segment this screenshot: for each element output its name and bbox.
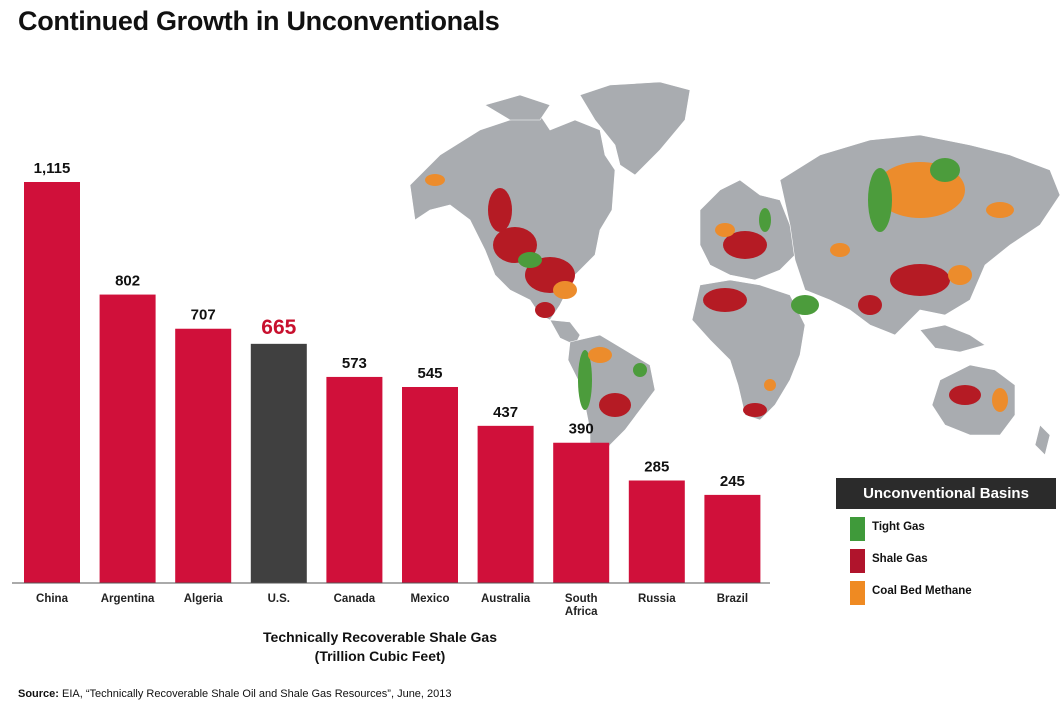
basin-us-cbm (553, 281, 577, 299)
bar-us (250, 343, 307, 583)
page-title: Continued Growth in Unconventionals (18, 6, 500, 36)
bar-value-label: 390 (569, 421, 594, 438)
basin-australia-shale (949, 385, 981, 405)
bar-value-label: 1,115 (34, 160, 71, 177)
legend-label-shale-gas: Shale Gas (872, 553, 928, 565)
basin-russia-tight-2 (930, 158, 960, 182)
x-tick-label: Canada (334, 593, 376, 605)
basin-china-shale (890, 264, 950, 296)
map-arctic-islands (484, 94, 551, 121)
bar-value-label: 573 (342, 355, 367, 372)
basin-arabia-tight (791, 295, 819, 315)
basin-argentina-shale (599, 393, 631, 417)
bar-value-label: 802 (115, 273, 140, 290)
basin-africa-cbm (764, 379, 776, 391)
map-asia (779, 134, 1061, 336)
basin-australia-cbm (992, 388, 1008, 412)
bar-south-africa (553, 442, 610, 583)
x-axis-title-line-1: Technically Recoverable Shale Gas (263, 629, 497, 645)
basin-sa-tight (578, 350, 592, 410)
bar-value-label: 245 (720, 473, 745, 490)
bar-canada (326, 376, 383, 583)
basin-russia-tight (868, 168, 892, 232)
bar-brazil (704, 494, 761, 583)
bar-china (24, 182, 80, 583)
map-se-asia (919, 324, 986, 353)
basin-europe-cbm (715, 223, 735, 237)
basin-alaska-cbm (425, 174, 445, 186)
x-tick-label: U.S. (268, 593, 290, 605)
x-tick-label: Brazil (717, 593, 748, 605)
bar-algeria (175, 328, 232, 583)
x-axis-title-line-2: (Trillion Cubic Feet) (314, 648, 446, 664)
legend-swatch-coal-bed-methane (850, 581, 865, 605)
legend: Unconventional Basins Tight Gas Shale Ga… (836, 478, 1056, 605)
bar-value-label: 707 (191, 307, 216, 324)
bar-russia (628, 480, 685, 583)
x-tick-label: Algeria (184, 593, 224, 605)
legend-swatch-tight-gas (850, 517, 865, 541)
x-tick-label: Russia (638, 593, 676, 605)
basin-asia-cbm-2 (986, 202, 1014, 218)
bar-argentina (99, 294, 156, 583)
x-tick-label: South (565, 593, 598, 605)
bar-australia (477, 425, 534, 583)
world-map-svg (409, 81, 1061, 466)
basin-canada-shale (488, 188, 512, 232)
bar-value-label: 285 (644, 459, 669, 476)
basin-brazil-cbm (588, 347, 612, 363)
map-greenland (579, 81, 691, 176)
basin-asia-cbm-3 (830, 243, 850, 257)
map-africa (691, 279, 806, 421)
basin-sa-tight-2 (633, 363, 647, 377)
basin-china-cbm (948, 265, 972, 285)
basin-europe-tight (759, 208, 771, 232)
legend-item-tight-gas: Tight Gas (836, 509, 1056, 541)
legend-label-tight-gas: Tight Gas (872, 521, 925, 533)
basin-india-shale (858, 295, 882, 315)
x-tick-label: China (36, 593, 69, 605)
x-tick-label: Argentina (101, 593, 155, 605)
x-tick-label: Australia (481, 593, 531, 605)
map-basins (425, 158, 1014, 417)
map-new-zealand (1034, 424, 1051, 456)
basin-mexico-shale (535, 302, 555, 318)
x-tick-label: Africa (565, 606, 598, 618)
x-tick-label: Mexico (411, 593, 450, 605)
source-note: Source: EIA, “Technically Recoverable Sh… (18, 688, 452, 700)
x-axis-title: Technically Recoverable Shale Gas (Trill… (170, 628, 590, 666)
bar-value-label: 437 (493, 404, 518, 421)
bar-value-label: 545 (417, 365, 442, 382)
basin-us-tight (518, 252, 542, 268)
world-basins-map (400, 60, 1064, 470)
legend-item-shale-gas: Shale Gas (836, 541, 1056, 573)
legend-item-coal-bed-methane: Coal Bed Methane (836, 573, 1056, 605)
source-text: EIA, “Technically Recoverable Shale Oil … (58, 688, 452, 700)
source-label: Source: (18, 688, 59, 700)
legend-swatch-shale-gas (850, 549, 865, 573)
legend-label-coal-bed-methane: Coal Bed Methane (872, 585, 972, 597)
bar-mexico (402, 386, 458, 583)
basin-algeria-shale (703, 288, 747, 312)
basin-europe-shale (723, 231, 767, 259)
legend-title: Unconventional Basins (836, 478, 1056, 509)
basin-sa-africa-shale (743, 403, 767, 417)
bar-value-label: 665 (261, 316, 296, 339)
